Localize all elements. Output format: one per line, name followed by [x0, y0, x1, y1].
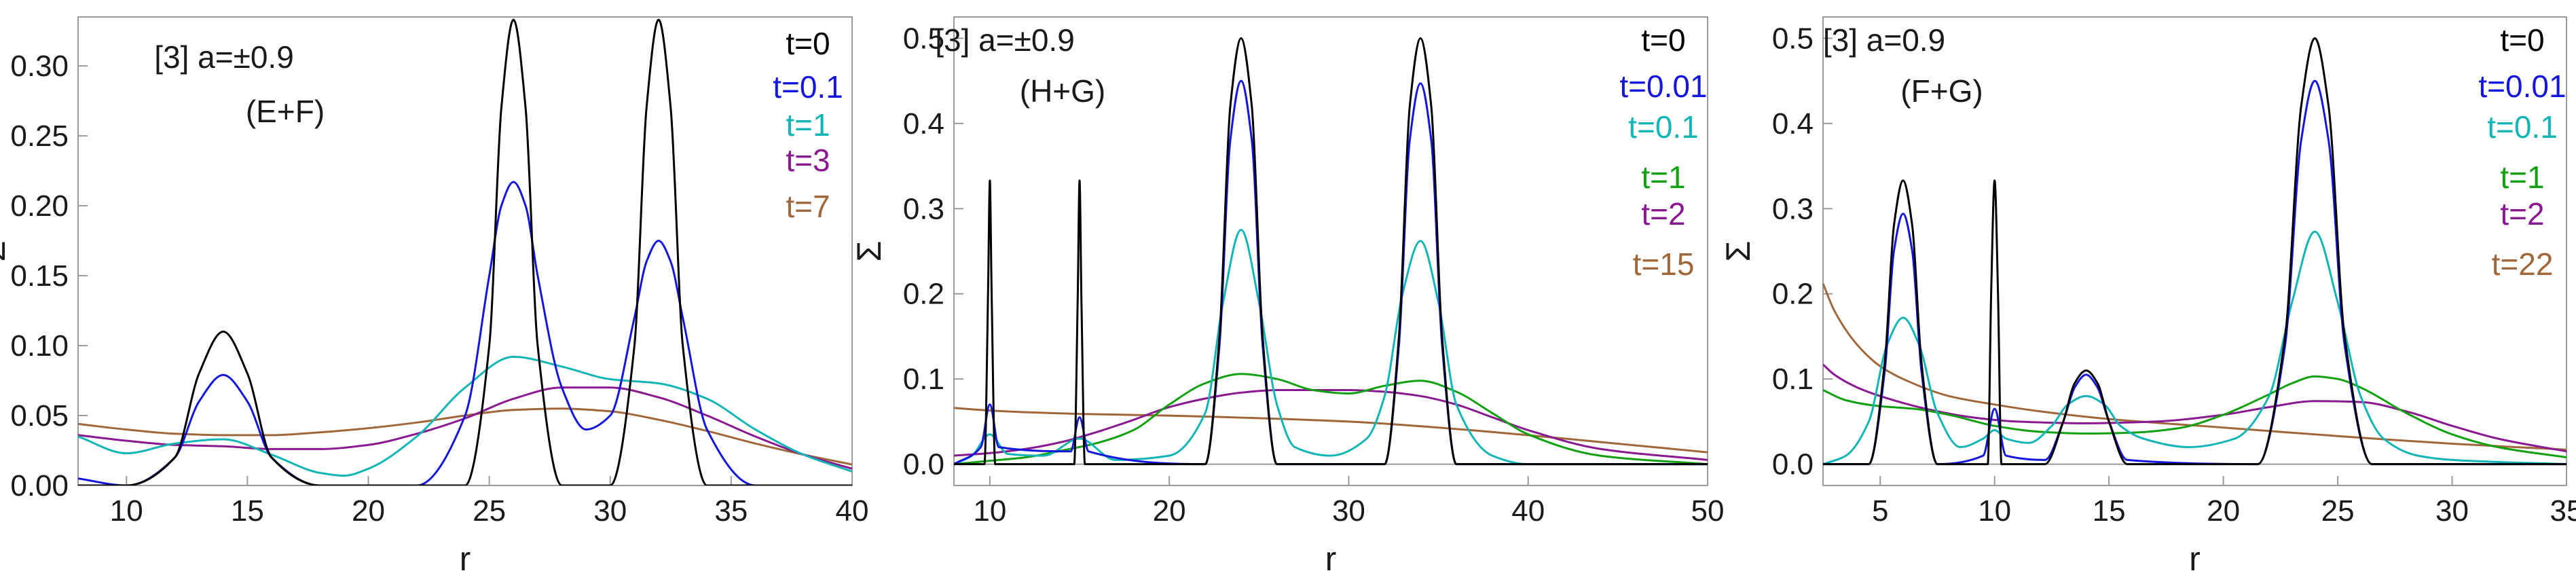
x-tick-label: 40 [836, 494, 869, 528]
y-tick-label: 0.4 [1772, 107, 1814, 141]
legend-entry: t=2 [2500, 196, 2544, 232]
chart-panel-e-f: 10 15 20 25 30 35 40 0.00 0.05 0.10 0.15 0.20 0.25 0.… [0, 16, 868, 578]
y-tick-label: 0.25 [10, 120, 69, 153]
legend-entry: t=0 [786, 26, 830, 61]
x-tick-label: 30 [593, 494, 627, 528]
y-tick-label: 0.3 [903, 192, 944, 225]
x-tick-label: 25 [473, 494, 506, 528]
legend-entry: t=1 [786, 107, 830, 143]
plot-frame [953, 16, 1708, 486]
legend-entry: t=3 [786, 143, 830, 178]
y-axis-label: Σ [850, 241, 888, 262]
x-tick-label: 30 [2435, 494, 2469, 528]
x-tick-label: 10 [110, 494, 143, 528]
x-axis-label: r [460, 540, 471, 578]
x-tick-label: 40 [1511, 494, 1545, 528]
y-tick-label: 0.15 [10, 259, 69, 293]
series-line-t-22 [1823, 283, 2566, 451]
x-tick-label: 15 [231, 494, 264, 528]
series-line-t-1 [78, 356, 852, 477]
x-tick-label: 20 [2207, 494, 2240, 528]
legend-entry: t=0 [1641, 22, 1685, 58]
panel-annotation: [3] a=±0.9 [935, 22, 1075, 58]
y-tick-label: 0.00 [10, 469, 69, 502]
chart-panel-f-g: 5 10 15 20 25 30 35 0.0 0.1 0.2 0.3 0.4 0.5 r Σ [3] a=0… [1719, 16, 2576, 578]
legend-entry: t=0.01 [1619, 69, 1707, 104]
x-tick-label: 30 [1332, 494, 1365, 528]
legend-entry: t=22 [2492, 246, 2554, 282]
x-tick-label: 25 [2321, 494, 2355, 528]
x-axis-label: r [1325, 540, 1337, 578]
series-line-t-0 [954, 37, 1708, 466]
y-tick-label: 0.2 [903, 278, 944, 311]
legend-entry: t=0 [2500, 22, 2544, 58]
chart-panel-h-g: 10 20 30 40 50 0.0 0.1 0.2 0.3 0.4 0.5 r Σ [3] a=±0.9… [850, 16, 1724, 578]
y-tick-label: 0.1 [1772, 363, 1814, 396]
y-tick-label: 0.5 [1772, 22, 1814, 55]
y-axis-label: Σ [1719, 241, 1757, 262]
panel-annotation: (E+F) [246, 94, 325, 129]
y-tick-label: 0.0 [1772, 448, 1814, 481]
panel-annotation: [3] a=0.9 [1823, 22, 1945, 58]
y-axis-label: Σ [0, 241, 12, 262]
y-tick-label: 0.05 [10, 399, 69, 433]
x-axis-label: r [2189, 540, 2201, 578]
series-line-t-2 [954, 388, 1708, 461]
legend-entry: t=1 [1641, 160, 1685, 195]
y-tick-label: 0.3 [1772, 192, 1814, 225]
y-tick-label: 0.0 [903, 448, 944, 481]
x-tick-label: 35 [2550, 494, 2576, 528]
x-tick-label: 35 [714, 494, 748, 528]
series-line-t-0 [78, 18, 852, 485]
x-tick-label: 10 [973, 494, 1006, 528]
series-line-t-1 [954, 373, 1708, 466]
series-line-t-15 [954, 407, 1708, 454]
y-tick-label: 0.1 [903, 363, 944, 396]
x-tick-label: 20 [1153, 494, 1186, 528]
legend-entry: t=0.1 [2487, 109, 2558, 145]
legend-entry: t=2 [1641, 196, 1685, 232]
y-tick-label: 0.30 [10, 50, 69, 83]
y-tick-label: 0.4 [903, 107, 944, 141]
y-tick-label: 0.5 [903, 22, 944, 55]
legend-entry: t=15 [1633, 246, 1695, 282]
y-tick-label: 0.2 [1772, 278, 1814, 311]
series-line-t-0 [1823, 37, 2566, 466]
x-tick-label: 15 [2093, 494, 2126, 528]
panel-annotation: (F+G) [1900, 73, 1983, 109]
panel-annotation: [3] a=±0.9 [154, 39, 294, 75]
legend-entry: t=0.1 [1628, 109, 1699, 145]
series-line-t-3 [78, 386, 852, 470]
series-line-t-0-01 [1823, 79, 2566, 466]
panel-annotation: (H+G) [1020, 73, 1106, 109]
plot-frame [1822, 16, 2567, 486]
x-tick-label: 20 [352, 494, 385, 528]
legend-entry: t=7 [786, 189, 830, 224]
y-tick-label: 0.10 [10, 329, 69, 363]
x-tick-label: 50 [1691, 494, 1725, 528]
y-tick-label: 0.20 [10, 189, 69, 223]
x-tick-label: 10 [1978, 494, 2011, 528]
x-tick-label: 5 [1872, 494, 1888, 528]
series-line-t-0-1 [954, 229, 1708, 466]
legend-entry: t=0.1 [773, 69, 843, 105]
legend-entry: t=1 [2500, 160, 2544, 195]
legend-entry: t=0.01 [2478, 69, 2566, 104]
